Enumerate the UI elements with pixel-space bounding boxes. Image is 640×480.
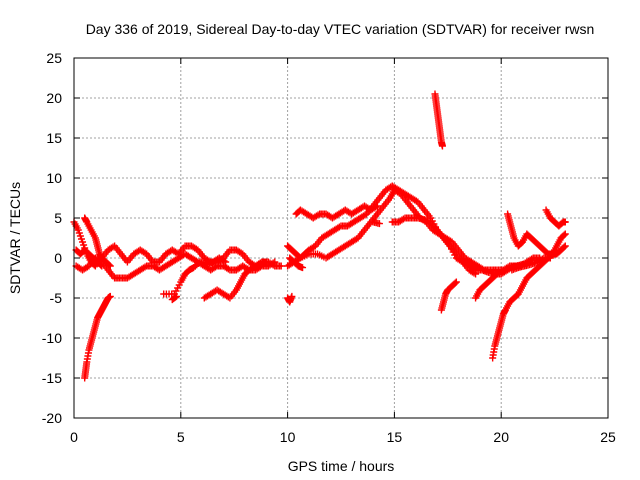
data-point: [561, 242, 569, 250]
data-point: [546, 254, 554, 262]
data-point: [399, 215, 407, 223]
data-point: [451, 279, 459, 287]
data-point: [299, 264, 307, 272]
data-point: [220, 257, 228, 265]
x-tick-label: 25: [600, 429, 616, 445]
data-point: [479, 265, 487, 273]
series-arc-p: [431, 90, 446, 150]
series-arc-j: [284, 182, 544, 278]
data-point: [222, 258, 230, 266]
y-tick-label: 10: [46, 170, 62, 186]
series-arc-n: [388, 214, 480, 278]
y-tick-label: 20: [46, 90, 62, 106]
x-tick-label: 0: [70, 429, 78, 445]
series-arc-q: [437, 278, 460, 314]
data-point: [277, 262, 285, 270]
plot-frame: [73, 57, 609, 419]
y-tick-label: -5: [50, 290, 63, 306]
data-points: [70, 90, 569, 382]
x-tick-label: 5: [177, 429, 185, 445]
x-tick-label: 15: [387, 429, 403, 445]
x-tick-label: 10: [280, 429, 296, 445]
series-arc-e: [81, 292, 114, 382]
y-tick-label: -10: [42, 330, 62, 346]
x-tick-label: 20: [493, 429, 509, 445]
data-point: [105, 261, 113, 269]
data-point: [269, 259, 277, 267]
data-point: [560, 231, 568, 239]
data-point: [171, 293, 179, 301]
data-point: [472, 270, 480, 278]
data-point: [173, 292, 181, 300]
series-arc-i: [284, 292, 296, 306]
data-point: [335, 223, 343, 231]
data-point: [109, 243, 117, 251]
data-point: [106, 262, 114, 270]
series-arc-k: [284, 186, 527, 274]
data-point: [262, 258, 270, 266]
data-point: [295, 255, 303, 263]
series-arc-d: [72, 246, 106, 270]
series-arc-o: [369, 218, 383, 228]
data-point: [493, 270, 501, 278]
y-tick-label: 0: [54, 250, 62, 266]
data-point: [560, 243, 568, 251]
data-point: [314, 211, 322, 219]
data-point: [492, 271, 500, 279]
data-point: [561, 218, 569, 226]
series-arc-f: [160, 254, 230, 298]
data-point: [141, 263, 149, 271]
chart-title: Day 336 of 2019, Sidereal Day-to-day VTE…: [86, 21, 595, 37]
series-arc-h: [200, 258, 270, 302]
data-point: [271, 258, 279, 266]
series-arc-l: [286, 254, 307, 272]
series-arc-t: [504, 210, 569, 258]
data-point: [288, 292, 296, 300]
data-point: [372, 203, 380, 211]
y-tick-label: 5: [54, 210, 62, 226]
x-axis-label: GPS time / hours: [288, 458, 395, 474]
series-arc-c: [81, 214, 114, 270]
data-point: [438, 142, 446, 150]
y-axis-label: SDTVAR / TECUs: [7, 182, 23, 294]
tick-labels: 0 5 10 15 20 25 -20 -15 -10 -5 0 5 10 15 20 25: [42, 50, 616, 445]
data-point: [538, 255, 546, 263]
data-point: [106, 292, 114, 300]
data-point: [97, 261, 105, 269]
series-arc-r: [472, 270, 501, 302]
data-point: [504, 263, 512, 271]
data-point: [375, 220, 383, 228]
series-arc-u: [542, 206, 569, 230]
data-point: [224, 293, 232, 301]
data-point: [452, 278, 460, 286]
y-tick-label: 15: [46, 130, 62, 146]
data-point: [373, 202, 381, 210]
data-point: [98, 262, 106, 270]
data-point: [212, 263, 220, 271]
data-point: [173, 249, 181, 257]
series-arc-g: [168, 292, 181, 304]
data-point: [224, 265, 232, 273]
series-arc-m: [292, 202, 381, 222]
data-point: [561, 230, 569, 238]
y-tick-label: -20: [42, 410, 62, 426]
y-tick-label: -15: [42, 370, 62, 386]
series-arc-v: [508, 254, 554, 274]
y-tick-label: 25: [46, 50, 62, 66]
data-point: [470, 269, 478, 277]
